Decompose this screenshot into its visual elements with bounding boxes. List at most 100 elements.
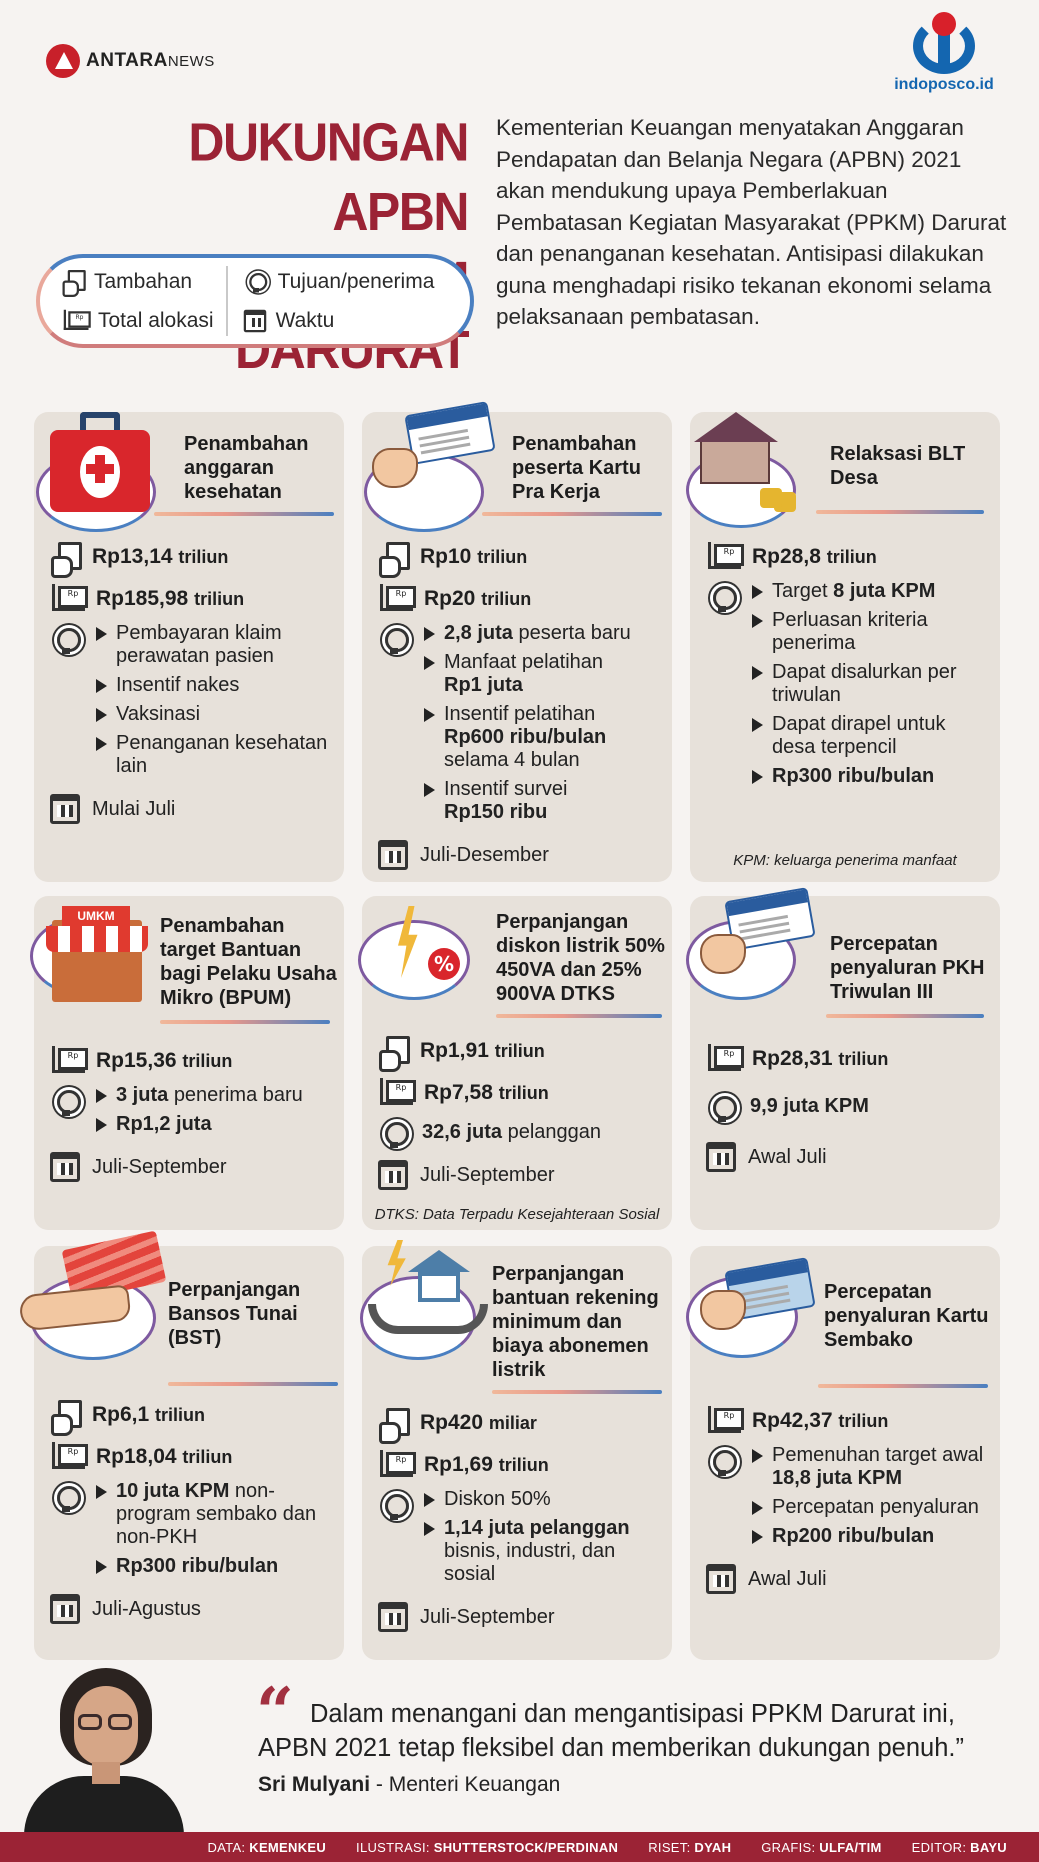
target-list: Pemenuhan target awal 18,8 juta KPM Perc…	[750, 1444, 992, 1554]
time-label: Juli-September	[92, 1156, 227, 1178]
quote-text: Dalam menangani dan mengantisipasi PPKM …	[258, 1700, 964, 1762]
antara-brand-text: ANTARA	[86, 50, 168, 71]
calendar-icon	[706, 1142, 736, 1172]
list-item: Penanganan kesehatan lain	[94, 732, 336, 778]
hand-icon	[372, 448, 418, 488]
card-title: Relaksasi BLT Desa	[830, 443, 966, 489]
list-item: Insentif survei Rp150 ribu	[422, 778, 664, 824]
money-cart-icon	[378, 1078, 416, 1108]
list-item: Percepatan penyaluran	[750, 1496, 992, 1519]
time-label: Juli-Desember	[420, 844, 549, 866]
antara-logo-icon	[46, 44, 80, 78]
target-list: Diskon 50% 1,14 juta pelanggan bisnis, i…	[422, 1488, 664, 1592]
intro-paragraph: Kementerian Keuangan menyatakan Anggaran…	[496, 115, 1007, 329]
time-label: Awal Juli	[748, 1146, 827, 1168]
money-hand-icon	[50, 542, 82, 578]
antara-news-logo: ANTARANEWS	[46, 44, 215, 78]
target-bulb-icon	[244, 270, 268, 294]
card-title: Percepatan penyaluran Kartu Sembako	[824, 1281, 989, 1351]
calendar-icon	[243, 309, 266, 333]
sri-mulyani-portrait	[14, 1668, 184, 1846]
tambahan-amount: Rp13,14 triliun	[92, 545, 229, 568]
list-item: Manfaat pelatihan Rp1 juta	[422, 651, 664, 697]
money-cart-icon	[50, 584, 88, 614]
target-bulb-icon	[50, 624, 82, 656]
credit-ilustrasi: ILUSTRASI: SHUTTERSTOCK/PERDINAN	[356, 1839, 619, 1855]
target-list: 10 juta KPM non-program sembako dan non-…	[94, 1480, 336, 1584]
author-name: Sri Mulyani	[258, 1773, 371, 1796]
legend: Tambahan Total alokasi Tujuan/penerima W…	[36, 254, 474, 348]
list-item: Insentif pelatihan Rp600 ribu/bulan selama…	[422, 703, 664, 772]
calendar-icon	[706, 1564, 736, 1594]
card-kartu-prakerja: Penambahan peserta Kartu Pra Kerja Rp10 …	[362, 412, 672, 882]
target-bulb-icon	[706, 1446, 738, 1478]
time-label: Juli-Agustus	[92, 1598, 201, 1620]
coins-icon	[760, 488, 782, 508]
time-label: Juli-September	[420, 1164, 555, 1186]
total-alokasi-amount: Rp18,04 triliun	[96, 1445, 233, 1468]
target-text: 32,6 juta pelanggan	[422, 1121, 602, 1143]
first-aid-kit-handle	[80, 412, 120, 434]
quote-author: Sri Mulyani - Menteri Keuangan	[258, 1773, 560, 1797]
antara-suffix-text: NEWS	[167, 53, 215, 70]
list-item: Diskon 50%	[422, 1488, 664, 1511]
total-alokasi-amount: Rp20 triliun	[424, 587, 532, 610]
money-hand-icon	[378, 1408, 410, 1444]
legend-total-alokasi: Total alokasi	[58, 306, 214, 336]
time-label: Awal Juli	[748, 1568, 827, 1590]
calendar-icon	[50, 1594, 80, 1624]
credit-data: DATA: KEMENKEU	[207, 1839, 327, 1855]
total-alokasi-amount: Rp1,69 triliun	[424, 1453, 549, 1476]
calendar-icon	[50, 1152, 80, 1182]
legend-tambahan: Tambahan	[58, 266, 214, 298]
card-diskon-listrik: Perpanjangan diskon listrik 50% 450VA da…	[358, 896, 672, 1230]
credit-riset: RISET: DYAH	[648, 1839, 732, 1855]
money-hand-icon	[50, 1400, 82, 1436]
indoposco-logo: indoposco.id	[889, 12, 999, 102]
hand-icon	[700, 1290, 746, 1330]
target-bulb-icon	[706, 582, 738, 614]
time-label: Mulai Juli	[92, 798, 176, 820]
money-cart-icon	[378, 584, 416, 614]
money-cart-icon	[706, 1044, 744, 1074]
list-item: Pembayaran klaim perawatan pasien	[94, 622, 336, 668]
calendar-icon	[378, 1602, 408, 1632]
list-item: Rp1,2 juta	[94, 1113, 336, 1136]
list-item: Dapat disalurkan per triwulan	[750, 661, 992, 707]
target-bulb-icon	[378, 1118, 410, 1150]
home-icon	[408, 1250, 470, 1302]
tambahan-amount: Rp420 miliar	[420, 1411, 537, 1434]
target-bulb-icon	[50, 1482, 82, 1514]
money-cart-icon	[62, 309, 91, 333]
author-role: - Menteri Keuangan	[375, 1773, 561, 1796]
list-item: 2,8 juta peserta baru	[422, 622, 664, 645]
total-alokasi-amount: Rp28,31 triliun	[752, 1047, 889, 1070]
total-alokasi-amount: Rp7,58 triliun	[424, 1081, 549, 1104]
total-alokasi-amount: Rp42,37 triliun	[752, 1409, 889, 1432]
calendar-icon	[50, 794, 80, 824]
card-blt-desa: Relaksasi BLT Desa Rp28,8 triliun Target…	[686, 412, 1000, 882]
target-list: 2,8 juta peserta baru Manfaat pelatihan R…	[422, 622, 664, 830]
tambahan-amount: Rp1,91 triliun	[420, 1039, 545, 1062]
money-cart-icon	[378, 1450, 416, 1480]
list-item: Pemenuhan target awal 18,8 juta KPM	[750, 1444, 992, 1490]
legend-waktu: Waktu	[240, 306, 435, 336]
money-hand-icon	[378, 542, 410, 578]
time-label: Juli-September	[420, 1606, 555, 1628]
list-item: Vaksinasi	[94, 703, 336, 726]
card-title: Perpanjangan bantuan rekening minimum da…	[492, 1263, 659, 1381]
indoposco-logo-icon	[909, 12, 979, 74]
card-title: Perpanjangan Bansos Tunai (BST)	[168, 1279, 301, 1349]
credit-editor: EDITOR: BAYU	[911, 1839, 1007, 1855]
card-title: Penambahan target Bantuan bagi Pelaku Us…	[160, 915, 337, 1009]
total-alokasi-amount: Rp28,8 triliun	[752, 545, 877, 568]
list-item: 1,14 juta pelanggan bisnis, industri, da…	[422, 1517, 664, 1586]
quote-mark-icon: “	[256, 1673, 294, 1751]
umkm-badge: UMKM	[62, 906, 130, 926]
target-list: 3 juta penerima baru Rp1,2 juta	[94, 1084, 336, 1142]
target-bulb-icon	[378, 1490, 410, 1522]
list-item: 10 juta KPM non-program sembako dan non-…	[94, 1480, 336, 1549]
target-bulb-icon	[706, 1092, 738, 1124]
percent-icon: %	[428, 948, 460, 980]
target-list: Pembayaran klaim perawatan pasien Insent…	[94, 622, 336, 784]
